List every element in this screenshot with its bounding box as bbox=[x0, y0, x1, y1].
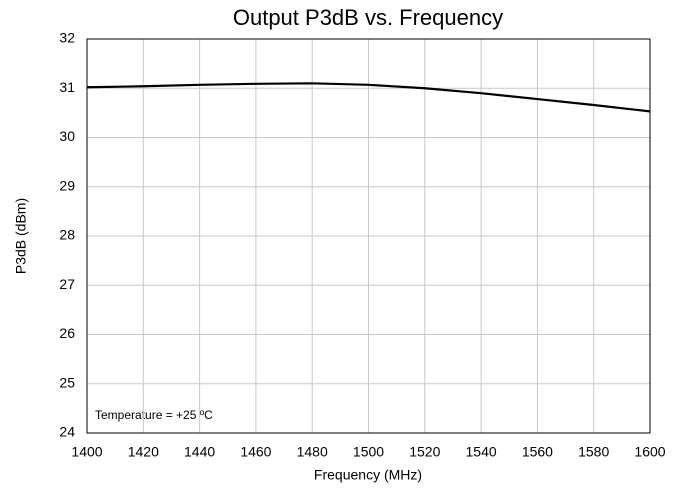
x-tick-label: 1400 bbox=[71, 444, 102, 460]
x-tick-label: 1540 bbox=[466, 444, 497, 460]
y-tick-label: 30 bbox=[59, 128, 75, 144]
x-tick-label: 1600 bbox=[634, 444, 665, 460]
annotation: Temperature = +25 ºC bbox=[95, 408, 213, 422]
y-tick-label: 29 bbox=[59, 177, 75, 193]
y-tick-label: 27 bbox=[59, 276, 75, 292]
x-tick-label: 1440 bbox=[184, 444, 215, 460]
y-tick-label: 32 bbox=[59, 30, 75, 46]
x-tick-label: 1500 bbox=[353, 444, 384, 460]
x-tick-label: 1580 bbox=[578, 444, 609, 460]
y-tick-label: 25 bbox=[59, 374, 75, 390]
data-line bbox=[86, 82, 651, 113]
x-tick-label: 1420 bbox=[128, 444, 159, 460]
y-axis-label: P3dB (dBm) bbox=[13, 198, 29, 274]
chart-title: Output P3dB vs. Frequency bbox=[233, 5, 503, 30]
y-tick-label: 26 bbox=[59, 325, 75, 341]
y-tick-label: 24 bbox=[59, 424, 75, 440]
x-tick-label: 1480 bbox=[297, 444, 328, 460]
x-tick-label: 1520 bbox=[409, 444, 440, 460]
x-tick-label: 1460 bbox=[240, 444, 271, 460]
plot-frame bbox=[86, 38, 651, 434]
y-tick-label: 31 bbox=[59, 79, 75, 95]
x-axis-label: Frequency (MHz) bbox=[314, 467, 422, 483]
x-tick-label: 1560 bbox=[522, 444, 553, 460]
y-tick-label: 28 bbox=[59, 227, 75, 243]
